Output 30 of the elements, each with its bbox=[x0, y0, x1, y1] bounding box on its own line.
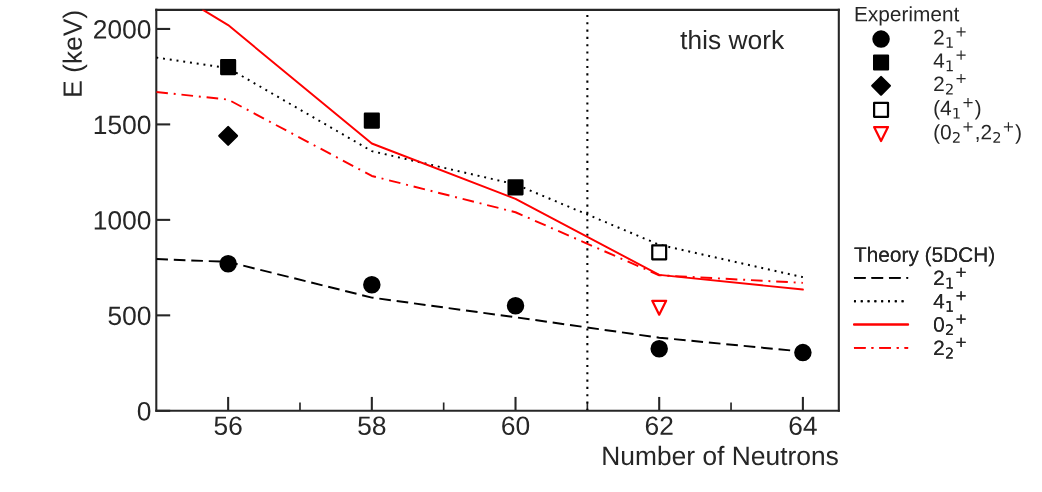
y-axis-title: E (keV) bbox=[62, 11, 88, 96]
legend-label: (0$_{2}$$^{+}$,2$_{2}$$^{+}$) bbox=[934, 122, 1021, 144]
text: Theory (5DCH) bbox=[854, 246, 994, 267]
point bbox=[651, 244, 668, 261]
legend-label: 4$_{1}$$^{+}$ bbox=[933, 50, 966, 72]
y-tick-label: 2000 bbox=[94, 20, 151, 39]
x-tick-label: 58 bbox=[358, 416, 386, 436]
x-tick-label: 56 bbox=[214, 416, 242, 436]
y-tick-label: 0 bbox=[137, 401, 151, 421]
y-tick-label: 1000 bbox=[94, 211, 151, 230]
point bbox=[218, 125, 239, 146]
legend-label: 0$_{2}$$^{+}$ bbox=[933, 314, 966, 336]
point bbox=[651, 299, 668, 316]
legend-label: 2$_{2}$$^{+}$ bbox=[934, 73, 966, 95]
legend-label: 2$_{1}$$^{+}$ bbox=[934, 267, 966, 289]
x-tick-label: 60 bbox=[502, 416, 530, 436]
legend-label: 2$_{1}$$^{+}$ bbox=[934, 27, 966, 48]
legend-label: (4$_{1}$$^{+}$) bbox=[934, 98, 981, 120]
x-axis-title: Number of Neutrons bbox=[603, 445, 838, 466]
y-tick-label: 500 bbox=[108, 306, 151, 326]
x-tick-label: 64 bbox=[789, 416, 817, 436]
legend-label: 4$_{1}$$^{+}$ bbox=[933, 291, 966, 312]
y-tick-label: 1500 bbox=[94, 115, 151, 135]
point bbox=[363, 112, 380, 129]
x-tick-label: 62 bbox=[645, 416, 673, 436]
text: Experiment bbox=[855, 6, 960, 26]
point bbox=[507, 179, 524, 196]
legend-label: 2$_{2}$$^{+}$ bbox=[934, 337, 966, 359]
point bbox=[220, 59, 237, 76]
annotation: this work bbox=[680, 29, 785, 50]
